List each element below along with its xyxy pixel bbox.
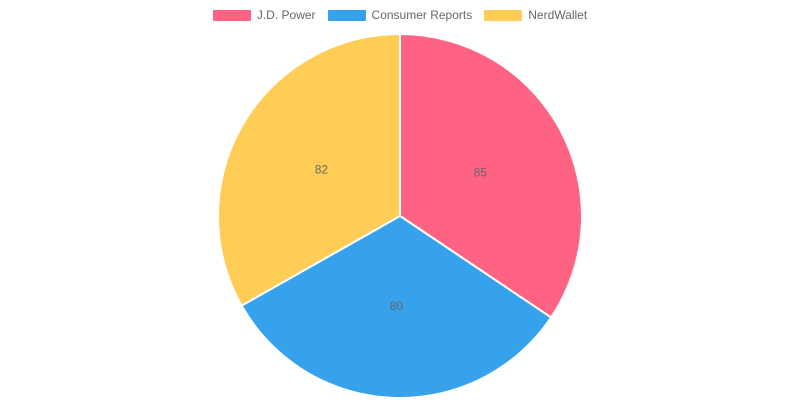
data-label-nerdwallet: 82 [315, 162, 329, 176]
legend-label-nerdwallet: NerdWallet [528, 8, 588, 22]
legend-item-jd-power[interactable]: J.D. Power [212, 8, 316, 22]
pie-slices [217, 32, 583, 399]
legend-swatch-consumer-reports [327, 9, 366, 21]
legend-swatch-nerdwallet [484, 9, 523, 21]
data-label-j-d-power: 85 [474, 165, 488, 179]
pie-labels: 85 80 82 [315, 162, 488, 313]
legend-item-consumer-reports[interactable]: Consumer Reports [327, 8, 473, 22]
legend-label-jd-power: J.D. Power [256, 8, 316, 22]
legend-swatch-jd-power [212, 9, 251, 21]
data-label-consumer-reports: 80 [390, 299, 404, 313]
pie-slice-j-d-power[interactable] [399, 32, 583, 319]
pie-slice-consumer-reports[interactable] [240, 214, 553, 399]
pie-slice-nerdwallet[interactable] [217, 32, 401, 308]
legend-item-nerdwallet[interactable]: NerdWallet [484, 8, 587, 22]
legend-label-consumer-reports: Consumer Reports [371, 8, 473, 22]
legend: J.D. Power Consumer Reports NerdWallet [0, 8, 800, 22]
